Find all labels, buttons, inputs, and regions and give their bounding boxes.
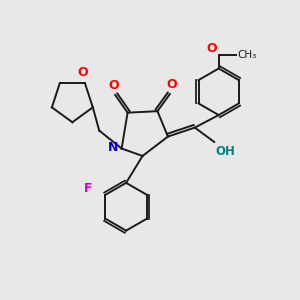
Text: O: O [166, 79, 177, 92]
Text: O: O [77, 66, 88, 79]
Text: OH: OH [216, 145, 236, 158]
Text: O: O [108, 80, 119, 92]
Text: CH₃: CH₃ [238, 50, 257, 60]
Text: F: F [84, 182, 93, 195]
Text: N: N [108, 141, 118, 154]
Text: O: O [207, 42, 217, 55]
